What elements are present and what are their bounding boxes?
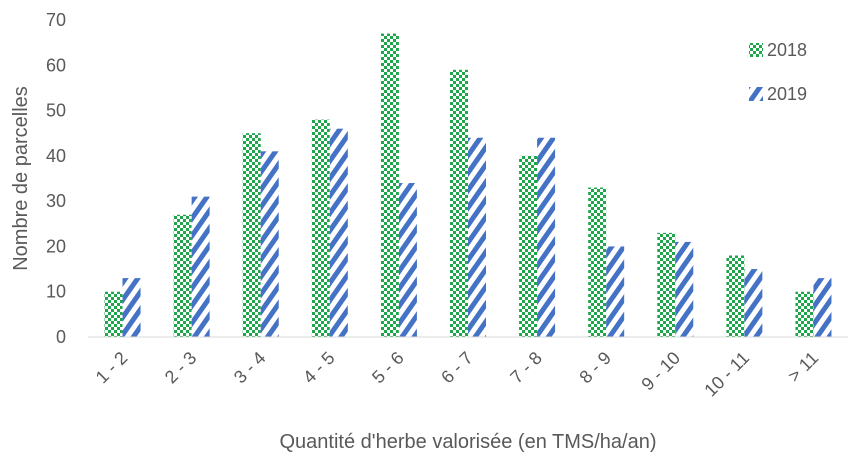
- bar-2019-8: [675, 241, 694, 337]
- y-tick-label: 30: [46, 191, 66, 211]
- bar-2018-1: [173, 214, 192, 337]
- y-tick-label: 0: [56, 327, 66, 347]
- bar-2019-7: [606, 246, 625, 337]
- legend-swatch-2018: [749, 43, 763, 57]
- bar-2019-3: [329, 128, 348, 337]
- bar-2018-2: [242, 133, 261, 337]
- bar-2018-10: [795, 291, 814, 337]
- bar-2018-4: [380, 33, 399, 337]
- bar-2018-5: [450, 69, 468, 338]
- y-tick-label: 50: [46, 101, 66, 121]
- bar-2019-0: [122, 278, 141, 337]
- y-tick-label: 40: [46, 146, 66, 166]
- x-tick-label: 2 - 3: [161, 348, 201, 388]
- x-tick-label: > 11: [784, 348, 822, 386]
- legend-swatch-2019: [749, 87, 763, 101]
- bar-2019-5: [468, 137, 486, 337]
- x-tick-label: 5 - 6: [368, 348, 408, 388]
- x-tick-label: 3 - 4: [230, 348, 270, 388]
- bar-2019-4: [398, 183, 417, 337]
- y-axis-ticks: 0 10 20 30 40 50 60 70: [46, 10, 66, 347]
- bar-2019-10: [813, 278, 832, 337]
- y-tick-label: 20: [46, 236, 66, 256]
- x-tick-label: 1 - 2: [92, 348, 132, 388]
- y-axis-title: Nombre de parcelles: [10, 86, 32, 271]
- x-axis-title: Quantité d'herbe valorisée (en TMS/ha/an…: [280, 431, 657, 453]
- legend-label-2019: 2019: [767, 84, 807, 104]
- x-tick-label: 9 - 10: [637, 348, 684, 395]
- legend-label-2018: 2018: [767, 40, 807, 60]
- y-tick-label: 10: [46, 282, 66, 302]
- bar-2019-9: [744, 269, 763, 337]
- bar-2018-8: [657, 232, 676, 337]
- y-tick-label: 70: [46, 10, 66, 30]
- bar-2019-6: [537, 137, 556, 337]
- bar-2018-7: [588, 187, 607, 337]
- x-tick-label: 8 - 9: [575, 348, 615, 388]
- bar-2019-2: [260, 151, 279, 337]
- y-tick-label: 60: [46, 55, 66, 75]
- bar-2018-0: [104, 291, 123, 337]
- x-tick-label: 10 - 11: [700, 348, 753, 401]
- bar-2018-9: [726, 255, 745, 337]
- bars: [104, 33, 832, 338]
- bar-2018-3: [311, 119, 330, 337]
- x-tick-label: 4 - 5: [299, 348, 339, 388]
- x-axis-ticks: 1 - 2 2 - 3 3 - 4 4 - 5 5 - 6 6 - 7 7 - 8 8 - 9…: [92, 348, 823, 401]
- x-tick-label: 6 - 7: [437, 348, 477, 388]
- legend: 2018 2019: [749, 40, 807, 104]
- bar-2019-1: [191, 196, 210, 337]
- x-tick-label: 7 - 8: [506, 348, 546, 388]
- bar-2018-6: [519, 155, 538, 337]
